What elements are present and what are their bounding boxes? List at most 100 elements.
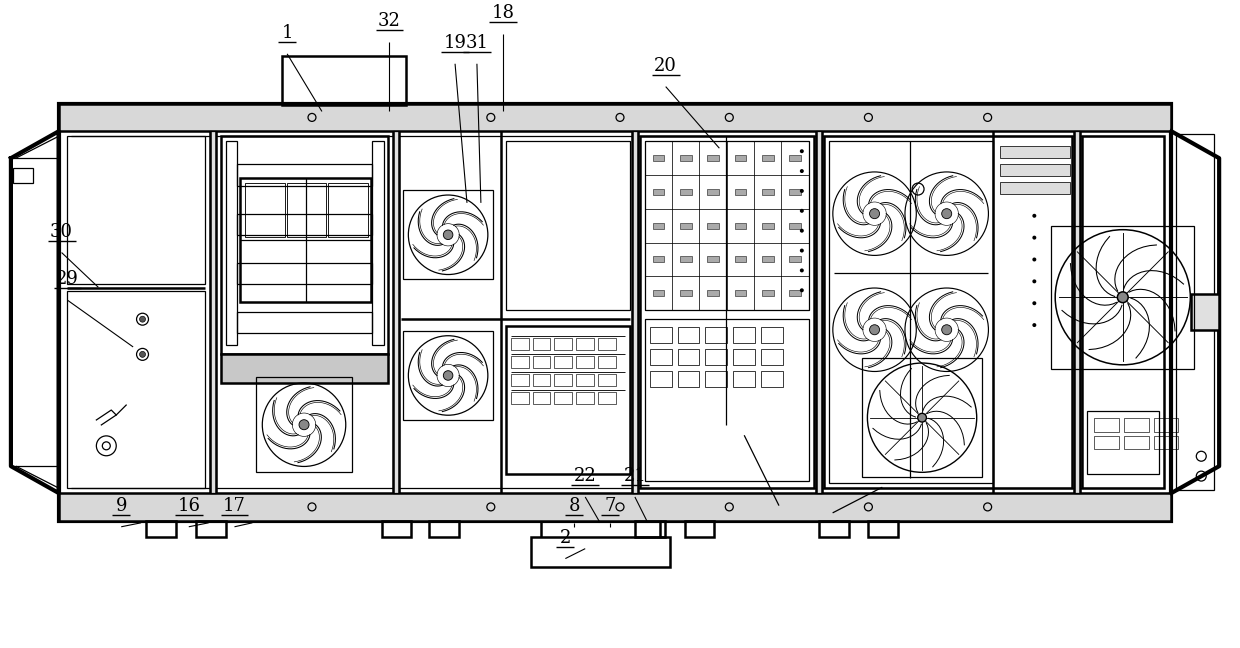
Bar bbox=[706, 349, 728, 365]
Bar bbox=[635, 521, 665, 537]
Text: 19: 19 bbox=[444, 34, 466, 52]
Bar bbox=[761, 371, 782, 387]
Bar bbox=[707, 257, 719, 262]
Text: 8: 8 bbox=[569, 497, 580, 515]
Bar bbox=[12, 168, 32, 183]
Text: 31: 31 bbox=[465, 34, 489, 52]
Bar bbox=[1153, 418, 1178, 432]
Bar bbox=[577, 374, 594, 386]
Bar bbox=[221, 136, 388, 354]
Bar bbox=[761, 189, 774, 195]
Bar bbox=[761, 327, 782, 343]
Bar bbox=[761, 223, 774, 229]
Bar bbox=[531, 537, 670, 566]
Bar bbox=[863, 358, 982, 478]
Bar bbox=[650, 371, 672, 387]
Bar bbox=[58, 104, 1172, 521]
Circle shape bbox=[1033, 214, 1037, 218]
Bar bbox=[1094, 435, 1118, 450]
Bar bbox=[1123, 418, 1148, 432]
Bar bbox=[680, 189, 692, 195]
Text: 2: 2 bbox=[559, 529, 572, 547]
Text: 18: 18 bbox=[491, 4, 515, 22]
Circle shape bbox=[1117, 292, 1128, 303]
Bar bbox=[237, 312, 372, 333]
Bar bbox=[707, 189, 719, 195]
Bar bbox=[67, 291, 205, 488]
Bar bbox=[652, 290, 665, 296]
Bar bbox=[828, 141, 992, 483]
Circle shape bbox=[800, 149, 804, 153]
Bar bbox=[1083, 136, 1163, 488]
Bar bbox=[226, 141, 237, 345]
Bar bbox=[734, 257, 746, 262]
Circle shape bbox=[800, 229, 804, 233]
Bar bbox=[868, 521, 898, 537]
Bar bbox=[680, 155, 692, 161]
Bar bbox=[221, 354, 388, 382]
Bar bbox=[677, 349, 699, 365]
Bar bbox=[532, 392, 551, 404]
Bar bbox=[632, 132, 637, 493]
Bar bbox=[554, 392, 573, 404]
Bar bbox=[241, 178, 371, 301]
Circle shape bbox=[800, 169, 804, 173]
Bar bbox=[237, 263, 372, 284]
Bar bbox=[1192, 294, 1219, 330]
Bar bbox=[677, 327, 699, 343]
Bar bbox=[706, 371, 728, 387]
Bar bbox=[816, 132, 822, 493]
Bar bbox=[734, 189, 746, 195]
Bar bbox=[577, 338, 594, 350]
Bar bbox=[733, 371, 755, 387]
Bar bbox=[506, 326, 630, 474]
Bar bbox=[761, 155, 774, 161]
Text: 1: 1 bbox=[281, 24, 293, 42]
Text: 30: 30 bbox=[50, 223, 73, 240]
Text: 16: 16 bbox=[177, 497, 201, 515]
Circle shape bbox=[140, 316, 145, 322]
Bar bbox=[789, 257, 801, 262]
Bar bbox=[286, 183, 326, 237]
Bar bbox=[532, 338, 551, 350]
Bar bbox=[652, 257, 665, 262]
Bar bbox=[1177, 134, 1214, 490]
Bar bbox=[761, 290, 774, 296]
Bar bbox=[554, 338, 573, 350]
Bar bbox=[680, 223, 692, 229]
Bar bbox=[680, 257, 692, 262]
Circle shape bbox=[941, 209, 952, 218]
Text: 7: 7 bbox=[604, 497, 616, 515]
Bar bbox=[598, 338, 616, 350]
Circle shape bbox=[444, 371, 453, 380]
Bar bbox=[257, 377, 352, 472]
Bar bbox=[684, 521, 714, 537]
Bar bbox=[706, 327, 728, 343]
Bar bbox=[58, 493, 1172, 521]
Bar bbox=[58, 104, 1172, 132]
Bar bbox=[372, 141, 383, 345]
Bar bbox=[283, 56, 407, 106]
Bar bbox=[403, 190, 492, 279]
Bar bbox=[999, 164, 1070, 176]
Circle shape bbox=[299, 420, 309, 430]
Bar bbox=[429, 521, 459, 537]
Bar bbox=[999, 182, 1070, 194]
Bar bbox=[650, 349, 672, 365]
Bar bbox=[382, 521, 412, 537]
Bar bbox=[680, 290, 692, 296]
Bar bbox=[1123, 435, 1148, 450]
Circle shape bbox=[800, 288, 804, 292]
Circle shape bbox=[918, 413, 926, 422]
Circle shape bbox=[1033, 257, 1037, 262]
Bar bbox=[707, 290, 719, 296]
Bar bbox=[677, 371, 699, 387]
Bar bbox=[652, 223, 665, 229]
Bar bbox=[789, 189, 801, 195]
Bar bbox=[196, 521, 226, 537]
Bar bbox=[146, 521, 176, 537]
Bar bbox=[67, 136, 205, 284]
Bar bbox=[598, 356, 616, 368]
Bar bbox=[1052, 226, 1194, 369]
Bar bbox=[598, 374, 616, 386]
